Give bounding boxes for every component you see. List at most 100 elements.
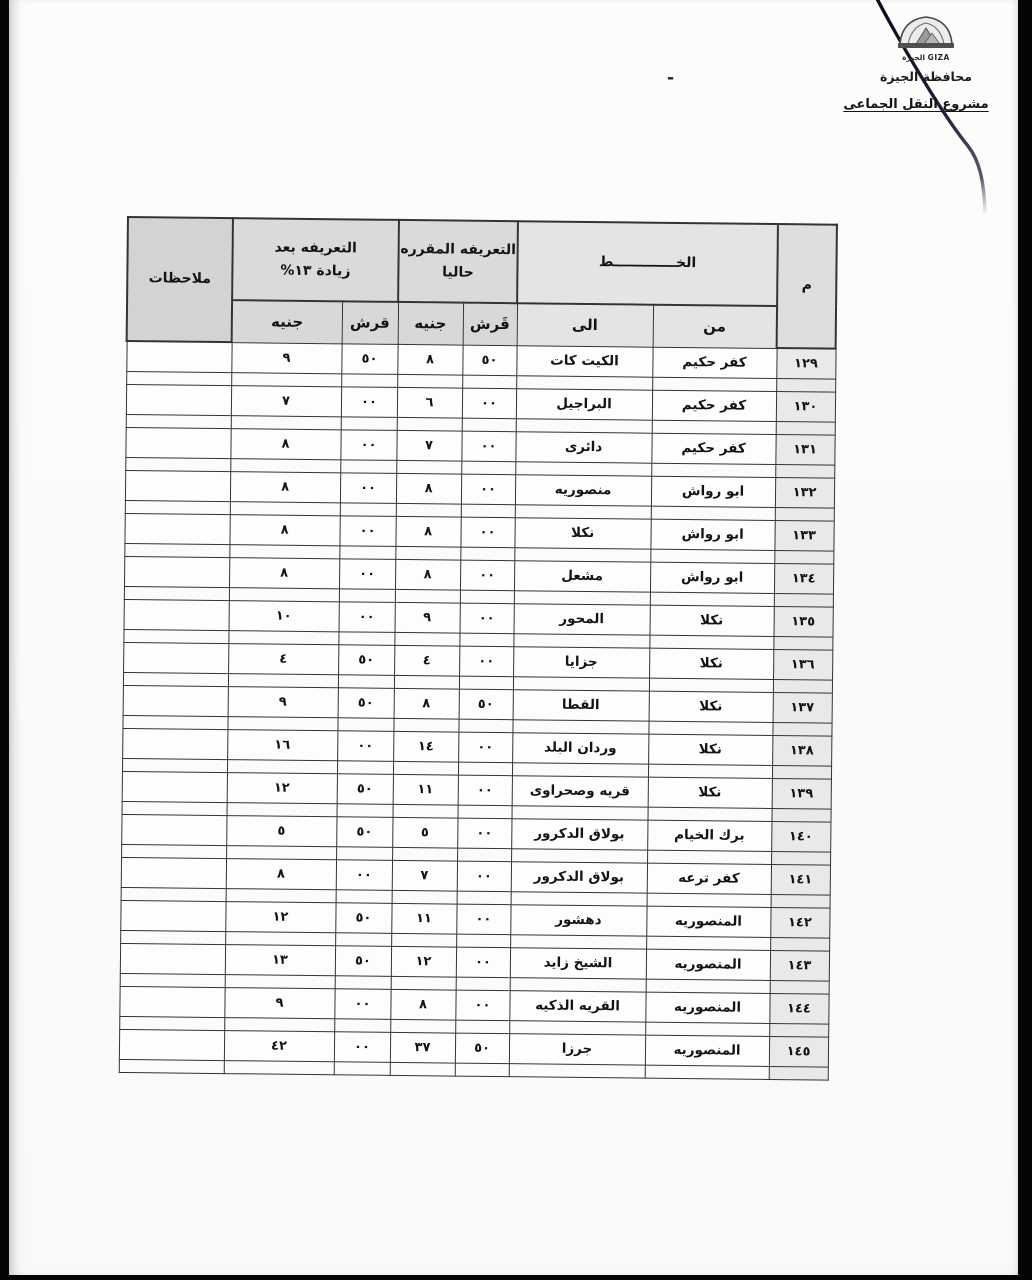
increased-qirsh-cell: ٥٠ [335,902,392,933]
to-cell: دهشور [510,904,647,936]
row-spacer-cell [395,545,461,560]
row-spacer-cell [774,550,834,564]
table-header-row-groups: م الخـــــــــــــط التعريفه المقرره حال… [126,217,837,349]
current-gineh-cell: ٥ [392,816,458,848]
increased-gineh-cell: ٥ [226,815,337,847]
row-spacer-cell [455,1019,510,1034]
notes-cell [121,813,227,846]
current-gineh-cell: ٨ [394,558,461,590]
row-spacer-cell [461,417,516,432]
row-spacer-cell [392,846,458,861]
row-spacer-cell [393,717,459,732]
increased-gineh-cell: ٨ [229,471,341,503]
row-spacer-cell [390,975,456,990]
to-cell: البراجيل [515,388,653,420]
row-spacer-cell [120,886,226,902]
current-qirsh-cell: ٠٠ [456,860,512,892]
from-cell: المنصوريه [645,948,771,981]
row-spacer-cell [650,505,775,521]
notes-cell [123,641,229,674]
header-notes: ملاحظات [126,217,233,343]
current-gineh-cell: ٨ [390,988,456,1020]
row-spacer-cell [229,501,340,516]
row-number-cell: ١٣٨ [772,735,832,766]
row-spacer-cell [125,413,231,429]
row-spacer-cell [460,503,515,518]
row-spacer-cell [337,717,394,731]
current-gineh-cell: ٨ [395,515,461,547]
row-spacer-cell [773,593,833,607]
to-cell: جرزا [508,1033,646,1065]
from-cell: نكلا [648,733,773,766]
from-cell: نكلا [649,647,774,680]
row-spacer-cell [774,507,834,521]
header-qirsh-increased: قرش [341,301,399,344]
row-spacer-cell [645,1021,770,1036]
to-cell: بولاق الدكرور [511,818,648,850]
row-number-cell: ١٤٢ [770,907,830,938]
current-qirsh-cell: ٠٠ [457,774,513,806]
row-number-cell: ١٤٣ [769,950,830,981]
row-spacer-cell [339,545,396,559]
row-spacer-cell [334,1018,391,1032]
notes-cell [120,856,227,889]
increased-gineh-cell: ٨ [229,514,340,546]
row-number-cell: ١٣٤ [773,563,834,594]
row-spacer-cell [228,587,339,602]
row-spacer-cell [121,800,227,816]
increased-qirsh-cell: ٠٠ [338,558,396,589]
row-spacer-cell [392,803,458,818]
row-spacer-cell [458,718,513,733]
row-spacer-cell [226,845,337,860]
header-increased-tariff-line1: التعريفه بعد [274,239,357,257]
row-spacer-cell [644,1064,769,1079]
row-spacer-cell [457,804,512,819]
increased-gineh-cell: ٤ [228,643,339,675]
row-spacer-cell [776,378,836,392]
row-spacer-cell [771,808,831,822]
increased-gineh-cell: ٩ [227,686,338,718]
header-line-group: الخـــــــــــــط [517,221,778,307]
from-cell: المنصوريه [646,905,771,938]
row-spacer-cell [335,932,392,946]
row-spacer-cell [769,1022,829,1037]
increased-qirsh-cell: ٥٠ [334,945,392,976]
current-qirsh-cell: ٠٠ [461,387,517,419]
row-spacer-cell [646,892,771,908]
header-current-tariff: التعريفه المقرره حاليا [398,219,518,304]
row-spacer-cell [459,632,514,647]
row-spacer-cell [461,460,516,475]
row-spacer-cell [337,674,395,688]
header-qirsh-current: قَرش [462,302,518,346]
notes-cell [123,555,230,588]
row-spacer-cell [647,849,772,865]
current-qirsh-cell: ٥٠ [462,344,517,376]
row-spacer-cell [650,548,775,564]
increased-qirsh-cell: ٠٠ [337,730,394,761]
increased-gineh-cell: ٨ [225,858,337,890]
row-spacer-cell [772,679,833,693]
notes-cell [126,341,232,373]
row-spacer-cell [454,1062,509,1077]
notes-cell [121,770,227,803]
row-spacer-cell [225,931,336,946]
from-cell: كفر ترعه [646,862,772,895]
current-qirsh-cell: ٠٠ [456,903,511,935]
row-number-cell: ١٣٥ [773,606,833,637]
row-spacer-cell [226,802,337,817]
current-qirsh-cell: ٠٠ [457,817,512,849]
notes-cell [125,384,232,416]
row-spacer-cell [336,846,393,860]
row-spacer-cell [124,542,230,558]
current-gineh-cell: ٧ [396,429,462,461]
row-number-cell: ١٣٠ [775,391,836,422]
row-spacer-cell [333,1061,390,1075]
row-spacer-cell [338,588,395,602]
row-spacer-cell [224,974,335,989]
row-spacer-cell [458,761,513,776]
row-spacer-cell [396,459,462,474]
current-qirsh-cell: ٠٠ [460,559,515,591]
header-gineh-current: جنيه [397,301,464,345]
notes-cell [122,727,228,760]
row-spacer-cell [457,847,512,862]
